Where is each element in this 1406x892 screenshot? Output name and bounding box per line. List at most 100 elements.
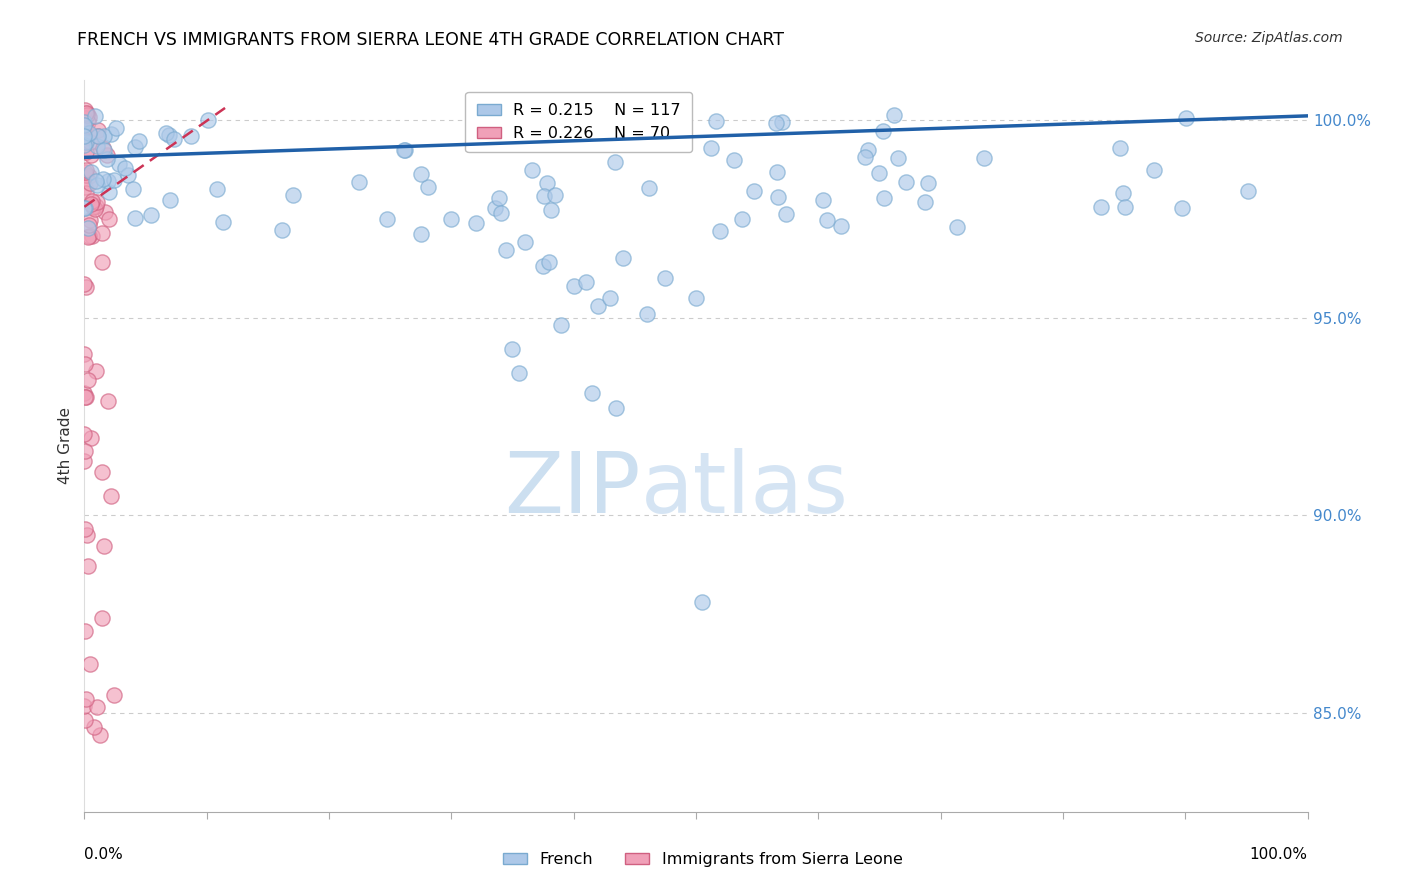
Point: [1237, 184, 1260, 198]
Point: [75, 691, 97, 706]
Point: [73, 386, 96, 401]
Point: [73, 390, 96, 404]
Point: [599, 291, 621, 305]
Point: [86, 199, 108, 213]
Point: [103, 688, 125, 702]
Text: atlas: atlas: [641, 449, 849, 532]
Point: [159, 194, 181, 208]
Point: [271, 223, 294, 237]
Point: [73, 180, 96, 194]
Point: [84, 174, 107, 188]
Point: [90, 226, 112, 240]
Point: [77, 228, 100, 243]
Point: [180, 128, 202, 143]
Point: [212, 215, 235, 229]
Point: [73, 698, 96, 713]
Point: [73, 128, 96, 143]
Point: [83, 202, 105, 216]
Point: [93, 128, 115, 143]
Legend: French, Immigrants from Sierra Leone: French, Immigrants from Sierra Leone: [496, 846, 910, 873]
Point: [533, 188, 555, 202]
Point: [886, 151, 908, 165]
Point: [86, 178, 108, 193]
Point: [685, 291, 707, 305]
Point: [91, 141, 114, 155]
Point: [531, 259, 554, 273]
Point: [76, 390, 98, 404]
Point: [124, 140, 146, 154]
Point: [73, 122, 96, 136]
Point: [128, 134, 150, 148]
Text: 100.0%: 100.0%: [1250, 847, 1308, 862]
Point: [73, 347, 96, 361]
Point: [409, 167, 432, 181]
Point: [77, 558, 100, 573]
Point: [495, 244, 517, 258]
Point: [93, 539, 115, 553]
Point: [766, 190, 789, 204]
Point: [79, 657, 101, 671]
Point: [1170, 202, 1192, 216]
Point: [80, 148, 103, 162]
Point: [513, 235, 536, 250]
Point: [605, 154, 627, 169]
Point: [87, 122, 110, 136]
Point: [375, 211, 398, 226]
Point: [75, 134, 97, 148]
Point: [73, 427, 96, 442]
Point: [75, 186, 97, 201]
Point: [75, 280, 97, 294]
Point: [82, 229, 104, 244]
Point: [75, 168, 97, 182]
Point: [84, 109, 107, 123]
Point: [80, 431, 103, 445]
Point: [765, 116, 787, 130]
Point: [581, 385, 603, 400]
Point: [76, 115, 98, 129]
Point: [73, 112, 96, 126]
Text: FRENCH VS IMMIGRANTS FROM SIERRA LEONE 4TH GRADE CORRELATION CHART: FRENCH VS IMMIGRANTS FROM SIERRA LEONE 4…: [77, 31, 785, 49]
Point: [709, 223, 731, 237]
Point: [97, 174, 120, 188]
Point: [75, 103, 97, 118]
Point: [853, 150, 876, 164]
Point: [872, 124, 894, 138]
Point: [82, 194, 104, 208]
Point: [73, 165, 96, 179]
Point: [91, 255, 114, 269]
Point: [775, 207, 797, 221]
Point: [108, 157, 131, 171]
Point: [86, 364, 108, 378]
Point: [815, 213, 838, 227]
Point: [79, 218, 101, 232]
Point: [605, 401, 627, 416]
Point: [488, 105, 510, 120]
Point: [97, 211, 120, 226]
Point: [536, 177, 558, 191]
Point: [1090, 200, 1112, 214]
Point: [75, 624, 97, 638]
Point: [349, 175, 371, 189]
Point: [464, 216, 486, 230]
Point: [79, 177, 101, 191]
Point: [742, 185, 765, 199]
Point: [723, 153, 745, 167]
Point: [86, 700, 108, 714]
Point: [612, 251, 634, 265]
Point: [73, 114, 96, 128]
Point: [87, 128, 110, 143]
Point: [73, 201, 96, 215]
Point: [97, 393, 120, 408]
Point: [79, 212, 101, 227]
Point: [82, 200, 104, 214]
Point: [575, 275, 598, 289]
Point: [79, 197, 101, 211]
Point: [75, 163, 97, 178]
Point: [114, 161, 136, 175]
Point: [139, 207, 162, 221]
Point: [73, 713, 96, 727]
Point: [94, 205, 117, 219]
Point: [896, 175, 918, 189]
Point: [392, 143, 415, 157]
Point: [917, 176, 939, 190]
